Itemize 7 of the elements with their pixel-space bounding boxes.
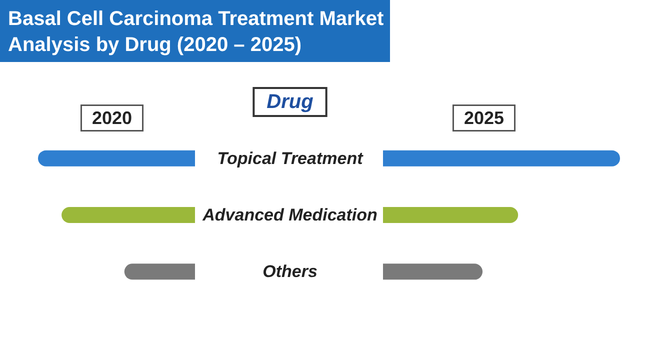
series-label: 2020 (92, 108, 132, 128)
chart-title: Basal Cell Carcinoma Treatment Market Analysis by Drug (2020 – 2025) (8, 8, 384, 56)
y-axis-title: Drug (266, 91, 314, 113)
y-tick-label: Topical Treatment (217, 148, 364, 168)
y-tick-label: Advanced Medication (202, 206, 378, 224)
y-tick-label: Others (262, 262, 318, 282)
series-label: 2025 (464, 108, 504, 128)
